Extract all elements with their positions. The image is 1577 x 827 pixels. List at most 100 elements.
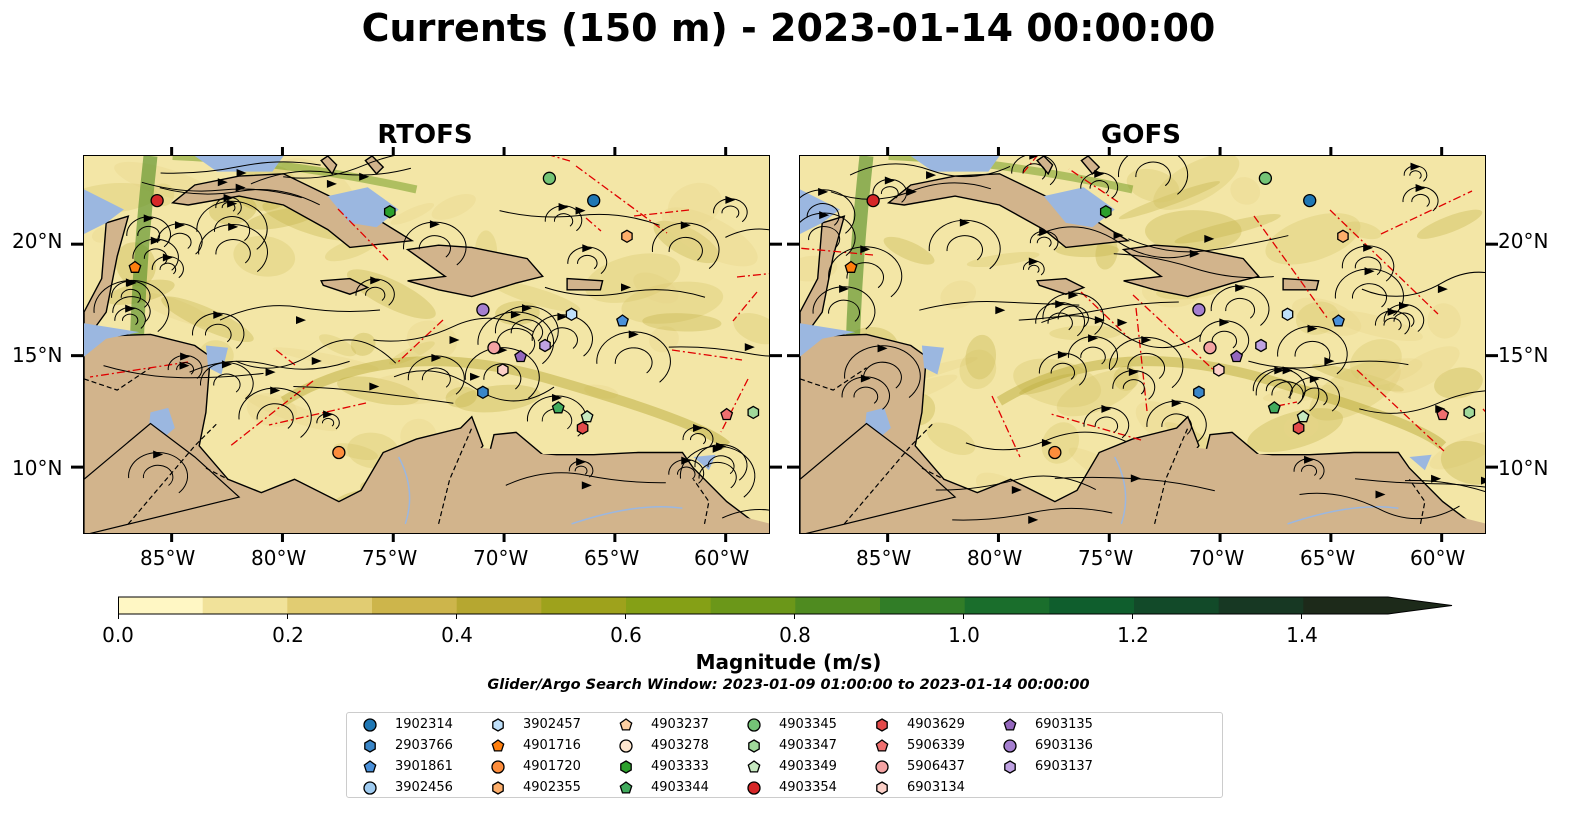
streamline	[159, 183, 320, 206]
legend-marker	[747, 781, 761, 795]
speed-shading	[661, 207, 758, 267]
legend-marker-circle	[619, 739, 633, 753]
speed-shading	[966, 251, 1040, 268]
streamline	[841, 374, 891, 410]
colorbar	[118, 596, 1453, 619]
legend-label: 4902355	[523, 780, 581, 795]
float-marker-6903134	[497, 363, 509, 377]
streamline	[93, 278, 170, 332]
land-central-america	[800, 422, 957, 533]
legend-label: 6903137	[1035, 759, 1093, 774]
speed-shading	[337, 376, 420, 406]
speed-shading	[1416, 209, 1483, 239]
legend-label: 4903278	[651, 738, 709, 753]
shallow-water	[84, 323, 140, 357]
streamline	[1374, 307, 1411, 335]
float-marker-4901720	[332, 445, 346, 460]
streamline	[219, 305, 381, 325]
streamline	[215, 193, 242, 215]
legend-marker	[492, 718, 504, 732]
streamline	[355, 276, 395, 306]
land-mass	[405, 244, 544, 298]
streamline	[544, 283, 706, 298]
lat-label-10n-left: 10°N	[12, 456, 63, 480]
streamline	[1108, 335, 1184, 389]
eez-boundary	[575, 165, 668, 234]
legend-marker	[747, 718, 761, 732]
streamline	[1289, 374, 1340, 412]
streamline	[1293, 455, 1325, 480]
legend-label: 4903344	[651, 780, 709, 795]
eez-boundary	[550, 156, 571, 162]
speed-shading	[350, 332, 376, 356]
speed-shading	[1174, 214, 1281, 244]
float-marker-4903333	[1099, 204, 1112, 219]
float-marker-2903766	[1193, 385, 1205, 400]
shallow-water	[1409, 454, 1432, 471]
float-marker-1902314	[1303, 193, 1317, 208]
lon-label-80w-left: 80°W	[251, 546, 307, 570]
legend-label: 1902314	[395, 717, 453, 732]
lon-label-75w-right: 75°W	[1078, 546, 1134, 570]
country-border	[1154, 427, 1189, 525]
legend-marker	[1004, 760, 1016, 774]
lon-label-70w-right: 70°W	[1189, 546, 1245, 570]
lon-label-60w-left: 60°W	[694, 546, 750, 570]
float-marker-5906339	[1436, 407, 1450, 421]
speed-shading	[667, 182, 722, 228]
colorbar-segment	[456, 597, 542, 614]
legend-marker	[491, 739, 505, 752]
streamline	[393, 370, 555, 402]
float-marker-4903629	[1292, 421, 1305, 435]
lon-label-65w-left: 65°W	[584, 546, 640, 570]
lat-label-15n-right: 15°N	[1498, 343, 1549, 367]
legend-marker-circle	[1003, 739, 1017, 753]
speed-shading	[1389, 346, 1460, 394]
legend-marker	[1003, 739, 1017, 753]
streamline	[800, 187, 856, 234]
streamline	[1199, 318, 1250, 355]
legend-marker-circle	[363, 718, 377, 732]
eez-boundary	[1356, 369, 1445, 452]
eez-boundary	[1080, 291, 1131, 340]
streamline	[596, 330, 671, 383]
legend-label: 4903237	[651, 717, 709, 732]
float-marker-4903345	[1258, 171, 1273, 185]
speed-shading	[940, 280, 977, 309]
streamline	[849, 163, 1011, 180]
legend-marker-circle	[747, 718, 761, 732]
colorbar-tick-7: 1.4	[1286, 623, 1318, 647]
country-border	[800, 367, 867, 391]
legend-label: 3902457	[523, 717, 581, 732]
speed-shading	[959, 349, 997, 390]
legend-label: 4901720	[523, 759, 581, 774]
streamline	[198, 222, 268, 273]
eez-boundary	[1380, 190, 1473, 235]
streamline	[1118, 156, 1189, 195]
eez-boundary	[228, 380, 314, 448]
legend-marker-hexagon	[492, 781, 504, 795]
float-marker-3902457	[565, 307, 578, 322]
colorbar-segment	[1303, 597, 1389, 614]
country-border	[205, 467, 229, 480]
legend-marker-hexagon	[876, 718, 888, 732]
legend-label: 3902456	[395, 780, 453, 795]
colorbar-segment	[795, 597, 881, 614]
legend-marker-pentagon	[619, 718, 633, 731]
streamline	[1383, 301, 1425, 332]
streamline	[407, 353, 465, 395]
legend-marker	[747, 760, 761, 773]
legend-marker	[876, 718, 888, 732]
legend-label: 3901861	[395, 759, 453, 774]
speed-shading	[633, 272, 679, 304]
legend-label: 4903349	[779, 759, 837, 774]
land-mass	[566, 277, 604, 291]
streamline	[935, 475, 1097, 494]
speed-shading	[1230, 177, 1261, 205]
streamline	[567, 244, 608, 275]
legend-label: 4903345	[779, 717, 837, 732]
eez-boundary	[991, 395, 1021, 458]
float-marker-6903136	[1192, 303, 1206, 317]
speed-shading	[1440, 440, 1485, 485]
streamline	[965, 431, 1127, 451]
